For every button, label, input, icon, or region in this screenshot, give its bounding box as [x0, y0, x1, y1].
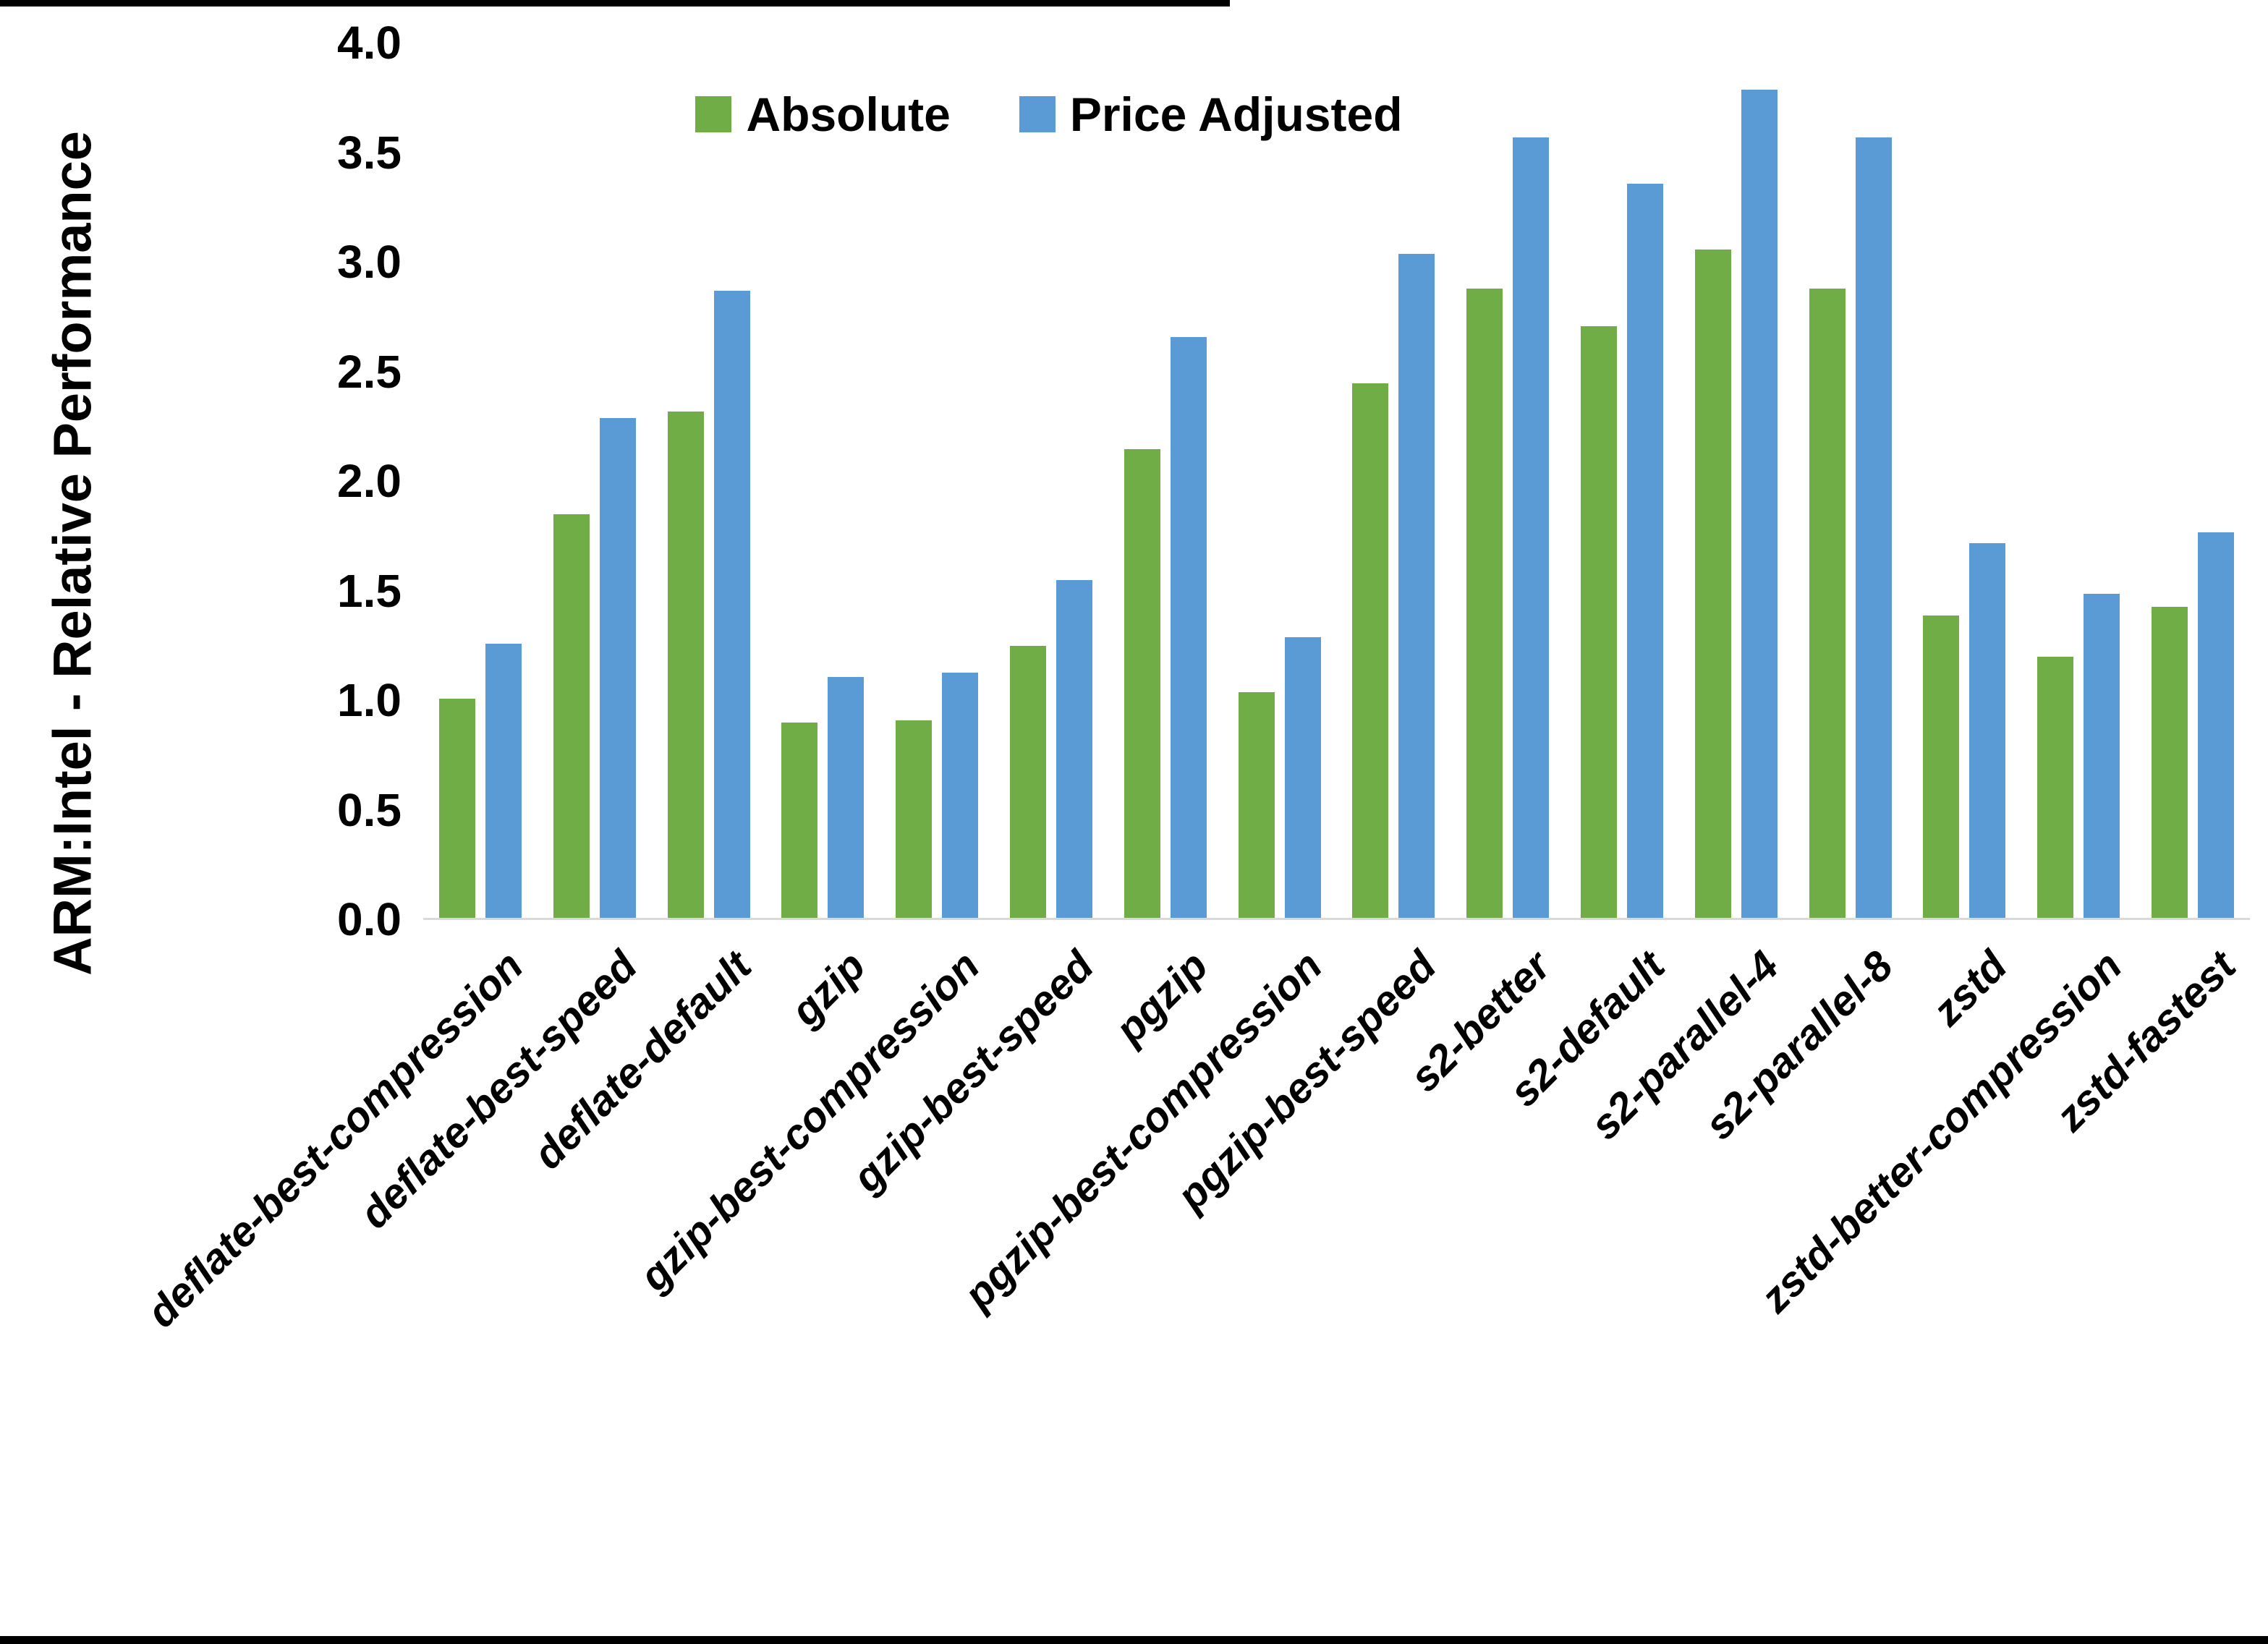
legend-item-absolute: Absolute	[695, 87, 951, 142]
bar-price-adjusted-zstd-better-compression	[2084, 593, 2120, 918]
bar-absolute-deflate-default	[667, 412, 704, 918]
bar-price-adjusted-zstd-fastest	[2198, 532, 2235, 918]
bar-price-adjusted-s2-default	[1627, 183, 1664, 918]
screenshot-top-border	[0, 0, 1230, 7]
bar-absolute-gzip	[781, 723, 818, 918]
bar-price-adjusted-deflate-best-speed	[599, 418, 636, 918]
legend-swatch-price-adjusted	[1019, 96, 1056, 132]
x-axis-line	[423, 918, 2250, 920]
y-tick-label: 1.5	[337, 564, 402, 617]
bar-price-adjusted-pgzip	[1170, 337, 1207, 918]
bar-absolute-s2-default	[1581, 325, 1618, 918]
bar-absolute-gzip-best-speed	[1009, 646, 1046, 918]
bar-absolute-pgzip-best-speed	[1352, 383, 1389, 918]
legend-label-price-adjusted: Price Adjusted	[1069, 88, 1403, 141]
bar-price-adjusted-pgzip-best-speed	[1398, 253, 1435, 918]
legend-item-price-adjusted: Price Adjusted	[1019, 87, 1403, 142]
screenshot-bottom-border	[0, 1636, 2268, 1644]
bar-price-adjusted-zstd	[1969, 542, 2006, 918]
bar-absolute-s2-parallel-8	[1809, 289, 1846, 918]
y-tick-label: 3.5	[337, 126, 402, 179]
y-tick-label: 1.0	[337, 674, 402, 726]
y-tick-label: 3.0	[337, 236, 402, 288]
bar-absolute-zstd-better-compression	[2037, 657, 2074, 918]
bar-absolute-s2-better	[1466, 289, 1503, 918]
bar-absolute-pgzip	[1124, 448, 1160, 918]
bar-price-adjusted-deflate-best-compression	[485, 644, 522, 918]
bar-absolute-zstd-fastest	[2152, 606, 2188, 918]
bar-absolute-deflate-best-speed	[553, 514, 590, 918]
bar-price-adjusted-gzip	[828, 676, 865, 918]
legend-label-absolute: Absolute	[746, 88, 951, 141]
y-tick-label: 2.0	[337, 455, 402, 507]
bar-absolute-zstd	[1923, 615, 1960, 918]
x-axis-label: gzip	[782, 942, 875, 1035]
bar-price-adjusted-gzip-best-speed	[1056, 580, 1092, 918]
x-axis-label: zstd	[1924, 942, 2017, 1035]
x-axis-label: pgzip	[1106, 942, 1218, 1053]
y-tick-label: 4.0	[337, 17, 402, 69]
bar-absolute-pgzip-best-compression	[1238, 691, 1275, 918]
bar-price-adjusted-s2-parallel-4	[1741, 89, 1778, 918]
legend: Absolute Price Adjusted	[423, 87, 1675, 142]
bar-price-adjusted-s2-better	[1513, 137, 1550, 918]
y-tick-label: 2.5	[337, 345, 402, 398]
bar-price-adjusted-gzip-best-compression	[942, 672, 979, 918]
bar-absolute-gzip-best-compression	[896, 720, 933, 918]
legend-swatch-absolute	[695, 96, 732, 132]
bar-absolute-deflate-best-compression	[438, 699, 475, 918]
bar-price-adjusted-pgzip-best-compression	[1284, 637, 1321, 918]
y-tick-label: 0.0	[337, 893, 402, 945]
bar-price-adjusted-deflate-default	[713, 291, 750, 918]
y-tick-label: 0.5	[337, 783, 402, 836]
bar-price-adjusted-s2-parallel-8	[1855, 137, 1892, 918]
bar-absolute-s2-parallel-4	[1694, 249, 1731, 918]
